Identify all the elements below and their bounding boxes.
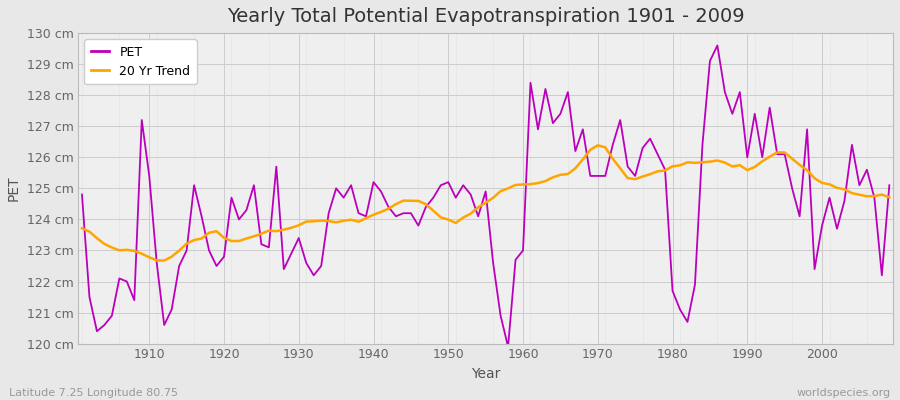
20 Yr Trend xyxy=(158,258,169,263)
20 Yr Trend xyxy=(76,226,87,231)
Line: 20 Yr Trend: 20 Yr Trend xyxy=(82,145,889,260)
Text: Latitude 7.25 Longitude 80.75: Latitude 7.25 Longitude 80.75 xyxy=(9,388,178,398)
PET xyxy=(76,192,87,197)
Legend: PET, 20 Yr Trend: PET, 20 Yr Trend xyxy=(85,39,197,84)
PET xyxy=(346,183,356,188)
20 Yr Trend xyxy=(884,195,895,200)
PET xyxy=(884,183,895,188)
Line: PET: PET xyxy=(82,46,889,347)
PET xyxy=(712,43,723,48)
Text: worldspecies.org: worldspecies.org xyxy=(796,388,891,398)
PET xyxy=(301,260,311,265)
PET xyxy=(518,248,528,253)
20 Yr Trend xyxy=(622,176,633,180)
PET xyxy=(137,118,148,122)
20 Yr Trend xyxy=(592,143,603,148)
PET xyxy=(503,344,514,349)
20 Yr Trend xyxy=(137,251,148,256)
PET xyxy=(525,80,535,85)
20 Yr Trend xyxy=(518,182,528,187)
Title: Yearly Total Potential Evapotranspiration 1901 - 2009: Yearly Total Potential Evapotranspiratio… xyxy=(227,7,744,26)
20 Yr Trend xyxy=(353,219,364,224)
Y-axis label: PET: PET xyxy=(7,176,21,201)
X-axis label: Year: Year xyxy=(471,367,500,381)
20 Yr Trend xyxy=(525,182,535,186)
PET xyxy=(615,118,626,122)
20 Yr Trend xyxy=(309,219,320,224)
